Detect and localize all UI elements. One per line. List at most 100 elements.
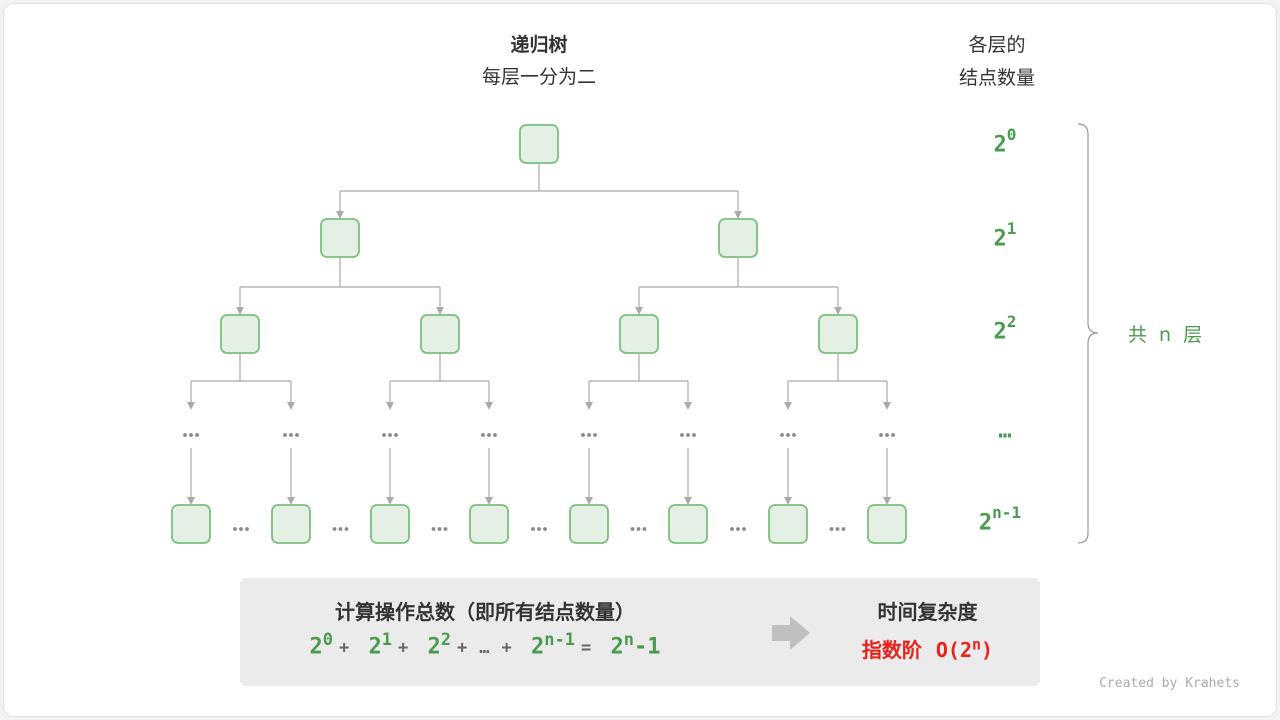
ellipsis-dot	[636, 527, 641, 531]
tree-node	[370, 504, 410, 544]
arrow-head	[436, 307, 444, 315]
arrow-head	[386, 402, 394, 410]
levels-heading-1: 各层的	[968, 34, 1026, 56]
ellipsis-dot	[786, 433, 790, 437]
ellipsis-dot	[388, 433, 392, 437]
summary-title: 计算操作总数（即所有结点数量）	[335, 600, 635, 624]
arrow-head	[287, 402, 295, 410]
ellipsis-dot	[233, 527, 237, 531]
complexity-value: 指数阶 O(2n)	[861, 635, 994, 662]
tree-node	[768, 504, 808, 544]
arrow-head	[386, 497, 394, 505]
arrow-head	[585, 497, 593, 505]
ellipsis-dot	[829, 527, 834, 531]
tree-node	[220, 314, 260, 354]
ellipsis-dot	[841, 527, 846, 531]
ellipsis-dot	[531, 527, 535, 531]
arrow-head	[684, 402, 692, 410]
ellipsis-dot	[394, 433, 398, 437]
arrow-head	[883, 402, 891, 410]
ellipsis-dot	[885, 433, 889, 437]
arrow-head	[236, 307, 244, 315]
ellipsis-dot	[792, 433, 796, 437]
ellipsis-dot	[382, 433, 386, 437]
arrow-head	[734, 211, 742, 219]
ellipsis-dot	[338, 527, 343, 531]
complexity-title: 时间复杂度	[877, 600, 978, 624]
diagram-subtitle: 每层一分为二	[481, 66, 596, 88]
tree-node	[519, 124, 559, 164]
ellipsis-dot	[493, 433, 497, 437]
ellipsis-dot	[630, 527, 635, 531]
ellipsis-dot	[481, 433, 485, 437]
tree-node	[818, 314, 858, 354]
tree-node	[420, 314, 460, 354]
tree-node	[619, 314, 659, 354]
arrow-head	[784, 402, 792, 410]
level-count-1: 21	[993, 219, 1017, 252]
arrow-head	[187, 497, 195, 505]
arrow-head	[485, 497, 493, 505]
ellipsis-dot	[189, 433, 193, 437]
ellipsis-dot	[332, 527, 337, 531]
ellipsis-dot	[692, 433, 696, 437]
arrow-head	[834, 307, 842, 315]
arrow-head	[336, 211, 344, 219]
sum-formula: 20 + 21 + 22 +… + 2n-1 = 2n-1	[309, 630, 661, 660]
arrow-head	[684, 497, 692, 505]
ellipsis-dot	[587, 433, 591, 437]
level-count-2: 22	[993, 312, 1017, 345]
ellipsis-dot	[642, 527, 647, 531]
arrow-head	[635, 307, 643, 315]
ellipsis-dot	[730, 527, 734, 531]
arrow-head	[287, 497, 295, 505]
ellipsis-dot	[593, 433, 597, 437]
ellipsis-dot	[680, 433, 684, 437]
ellipsis-dot	[295, 433, 299, 437]
ellipsis-dot	[437, 527, 442, 531]
ellipsis-dot	[742, 527, 746, 531]
arrow-head	[585, 402, 593, 410]
credit-text: Created by Krahets	[1099, 676, 1240, 691]
ellipsis-dot	[543, 527, 547, 531]
ellipsis-dot	[686, 433, 690, 437]
tree-node	[569, 504, 609, 544]
tree-node	[320, 218, 360, 258]
summary-panel: 计算操作总数（即所有结点数量） 20 + 21 + 22 +… + 2n-1 = 2n-1…	[240, 578, 1040, 686]
ellipsis-dot	[443, 527, 448, 531]
ellipsis-dot	[581, 433, 585, 437]
diagram-title: 递归树	[510, 34, 568, 56]
tree-node	[867, 504, 907, 544]
ellipsis-dot	[835, 527, 840, 531]
ellipsis-dot	[537, 527, 541, 531]
levels-heading-2: 结点数量	[958, 67, 1035, 89]
ellipsis-dot	[431, 527, 436, 531]
tree-node	[668, 504, 708, 544]
tree-node	[271, 504, 311, 544]
ellipsis-dot	[879, 433, 883, 437]
arrow-head	[485, 402, 493, 410]
tree-node	[171, 504, 211, 544]
ellipsis-dot	[195, 433, 199, 437]
arrow-right-icon	[772, 616, 810, 650]
ellipsis-dot	[736, 527, 740, 531]
level-count-0: 20	[993, 125, 1017, 158]
ellipsis-dot	[780, 433, 784, 437]
total-levels-label: 共 n 层	[1128, 324, 1203, 346]
arrow-head	[784, 497, 792, 505]
level-count-ellipsis: …	[998, 418, 1012, 444]
arrow-head	[883, 497, 891, 505]
ellipsis-dot	[344, 527, 349, 531]
arrow-head	[187, 402, 195, 410]
level-count-last: 2n-1	[978, 503, 1022, 536]
ellipsis-dot	[245, 527, 249, 531]
ellipsis-dot	[487, 433, 491, 437]
ellipsis-dot	[283, 433, 287, 437]
ellipsis-dot	[289, 433, 293, 437]
tree-node	[718, 218, 758, 258]
ellipsis-dot	[183, 433, 187, 437]
tree-node	[469, 504, 509, 544]
ellipsis-dot	[239, 527, 243, 531]
ellipsis-dot	[891, 433, 895, 437]
